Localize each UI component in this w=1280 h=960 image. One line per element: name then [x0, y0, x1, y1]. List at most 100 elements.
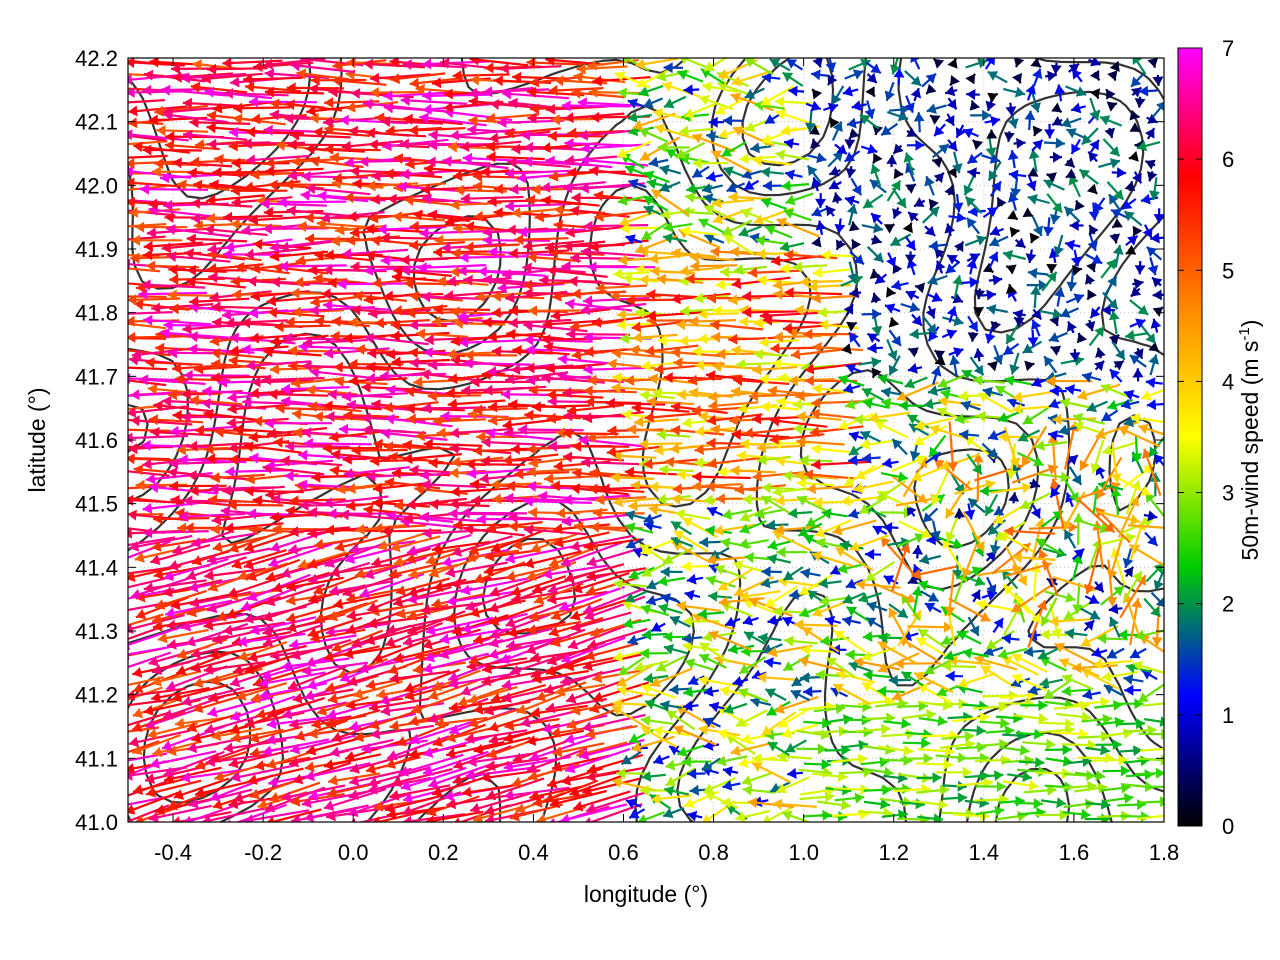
wind-vector-head: [566, 719, 578, 730]
wind-vector-head: [389, 789, 400, 801]
wind-vector-head: [408, 347, 419, 359]
wind-vector-head: [365, 679, 376, 690]
wind-vector-head: [191, 197, 201, 209]
wind-vector-head: [445, 566, 456, 578]
wind-vector-head: [854, 792, 865, 804]
wind-vector-head: [286, 594, 296, 606]
wind-vector-head: [268, 179, 278, 191]
wind-vector-head: [1109, 617, 1120, 628]
wind-vector-head: [505, 617, 516, 628]
wind-vector-head: [898, 400, 908, 412]
wind-vector-shaft: [170, 498, 231, 507]
wind-vector-head: [553, 523, 563, 535]
wind-vector-head: [405, 553, 416, 564]
wind-vector-head: [1050, 214, 1061, 224]
wind-vector-head: [334, 541, 345, 552]
wind-vector-shaft: [523, 499, 592, 504]
wind-vector-shaft: [372, 638, 429, 663]
wind-vector-head: [987, 360, 998, 372]
wind-vector-head: [943, 621, 953, 633]
wind-vector-head: [706, 437, 716, 449]
wind-vector-head: [621, 754, 632, 765]
wind-vector-head: [228, 757, 239, 769]
wind-vector-head: [509, 183, 519, 195]
wind-vector-head: [241, 600, 252, 612]
wind-vector-shaft: [280, 386, 350, 391]
wind-vector-head: [811, 443, 821, 455]
wind-vector-head: [1129, 355, 1141, 365]
wind-vector-head: [267, 708, 278, 719]
wind-vector-head: [506, 328, 516, 340]
wind-vector-shaft: [282, 701, 348, 717]
wind-vector-head: [1038, 699, 1048, 711]
wind-vector-shaft: [305, 186, 371, 196]
wind-vector-head: [1038, 549, 1049, 560]
wind-vector-shaft: [553, 531, 610, 546]
wind-vector-head: [939, 784, 950, 796]
wind-vector-shaft: [517, 428, 584, 432]
wind-vector-shaft: [128, 729, 191, 745]
wind-vector-shaft: [586, 766, 647, 779]
wind-vector-shaft: [128, 601, 167, 612]
wind-vector-head: [1064, 718, 1075, 730]
wind-vector-head: [790, 689, 802, 700]
wind-vector-head: [758, 632, 768, 644]
wind-vector-head: [740, 733, 751, 745]
wind-vector-head: [389, 672, 400, 684]
wind-vector-head: [648, 373, 658, 385]
wind-vector-head: [954, 508, 965, 518]
wind-vector-shaft: [570, 599, 627, 620]
wind-vector-shaft: [409, 719, 476, 743]
wind-vector-head: [110, 794, 120, 804]
wind-vector-head: [952, 569, 964, 579]
wind-vector-head: [976, 599, 987, 611]
wind-vector-head: [244, 612, 254, 624]
wind-vector-head: [268, 388, 278, 400]
wind-vector-head: [230, 676, 241, 688]
wind-vector-head: [238, 650, 249, 661]
wind-vector-shaft: [396, 723, 450, 746]
wind-vector-head: [556, 507, 566, 519]
wind-vector-head: [582, 660, 593, 672]
wind-vector-head: [130, 389, 140, 401]
wind-vector-head: [244, 814, 254, 822]
wind-vector-shaft: [186, 712, 241, 731]
wind-vector-head: [163, 709, 174, 720]
wind-vector-head: [403, 636, 414, 647]
wind-vector-head: [453, 759, 464, 770]
wind-vector-head: [926, 709, 936, 721]
wind-vector-head: [725, 616, 736, 627]
wind-vector-head: [905, 593, 917, 604]
wind-vector-head: [669, 684, 679, 695]
wind-vector-head: [366, 763, 377, 775]
wind-vector-shaft: [571, 611, 632, 631]
wind-vector-head: [692, 480, 702, 492]
wind-vector-head: [1113, 700, 1123, 711]
wind-vector-head: [509, 810, 520, 822]
wind-vector-shaft: [151, 653, 214, 674]
wind-vector-head: [916, 638, 927, 648]
wind-vector-shaft: [446, 590, 514, 604]
wind-vector-shaft: [508, 516, 574, 522]
wind-vector-head: [664, 785, 675, 797]
wind-vector-head: [886, 712, 896, 724]
wind-vector-head: [880, 798, 890, 810]
wind-vector-head: [1129, 496, 1140, 507]
wind-vector-head: [288, 680, 299, 691]
wind-vector-head: [846, 606, 858, 617]
wind-vector-shaft: [446, 794, 508, 807]
wind-vector-head: [586, 585, 597, 596]
wind-vector-head: [368, 701, 379, 713]
wind-vector-head: [990, 544, 1001, 555]
wind-vector-shaft: [128, 625, 165, 641]
wind-vector-head: [212, 799, 224, 810]
wind-vector-head: [488, 648, 499, 660]
wind-vector-head: [687, 768, 697, 780]
wind-vector-head: [151, 541, 162, 552]
wind-vector-head: [937, 715, 948, 727]
wind-vector-head: [628, 733, 640, 744]
wind-vector-shaft: [559, 585, 626, 611]
wind-vector-shaft: [294, 719, 348, 740]
wind-vector-shaft: [303, 339, 368, 345]
wind-vector-head: [272, 582, 283, 593]
